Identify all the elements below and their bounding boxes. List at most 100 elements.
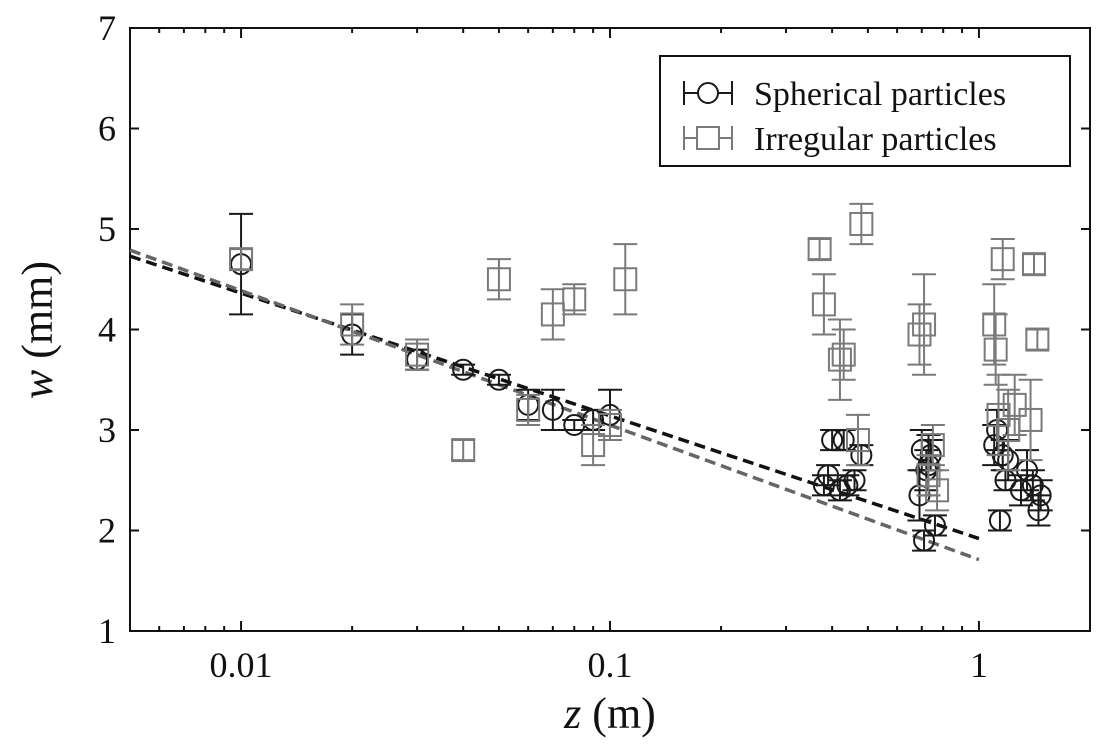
data-point	[598, 408, 622, 442]
y-tick-label-0: 1	[98, 611, 116, 651]
circle-marker	[832, 429, 855, 452]
data-point	[1028, 479, 1053, 512]
square-marker	[1018, 407, 1043, 432]
data-point	[912, 529, 937, 552]
fit-line-1	[129, 248, 980, 562]
data-point	[912, 273, 937, 376]
circle-marker	[843, 469, 866, 492]
y-tick-label-1: 2	[98, 511, 116, 551]
y-axis-label: w (mm)	[13, 261, 62, 399]
data-point	[1021, 252, 1046, 277]
data-point	[516, 393, 541, 426]
data-point	[920, 423, 945, 467]
legend: Spherical particles Irregular particles	[659, 55, 1071, 167]
legend-square-icon	[696, 126, 720, 150]
data-point	[849, 202, 874, 246]
y-tick-label-3: 4	[98, 310, 116, 350]
data-point	[987, 509, 1012, 532]
square-marker	[925, 478, 950, 503]
circle-marker	[452, 358, 475, 381]
x-tick-label-0: 0.01	[210, 645, 273, 685]
fit-line-0	[129, 254, 980, 541]
square-marker	[983, 337, 1008, 362]
square-marker	[831, 342, 856, 367]
y-tick-label-6: 7	[98, 8, 116, 48]
circle-marker	[923, 514, 946, 537]
legend-label-irregular: Irregular particles	[754, 121, 997, 158]
data-point	[983, 313, 1008, 386]
data-point	[807, 237, 832, 262]
x-axis-variable: z	[563, 689, 581, 738]
data-point	[562, 283, 587, 316]
square-marker	[920, 433, 945, 458]
square-marker	[340, 312, 365, 337]
data-point	[451, 358, 476, 381]
x-tick-label-1: 0.1	[588, 645, 633, 685]
square-marker	[562, 287, 587, 312]
square-marker	[807, 237, 832, 262]
series-square	[229, 202, 1050, 512]
y-axis-variable: w	[13, 369, 62, 399]
series-circle	[229, 212, 1053, 552]
data-point	[811, 273, 836, 336]
square-marker	[451, 438, 476, 463]
circle-marker	[1029, 484, 1052, 507]
y-tick-label-4: 5	[98, 209, 116, 249]
y-tick-label-2: 3	[98, 410, 116, 450]
data-point	[827, 318, 852, 401]
data-point	[1018, 378, 1043, 462]
data-point	[845, 413, 870, 467]
square-marker	[845, 428, 870, 453]
data-point	[842, 469, 867, 492]
square-marker	[486, 267, 511, 292]
data-point	[405, 338, 430, 371]
square-marker	[598, 412, 622, 437]
ticks-layer: 1 2 3 4 5 6 7 0.01 0.1 1	[98, 8, 1091, 685]
square-marker	[229, 247, 254, 272]
data-point	[581, 423, 606, 467]
legend-circle-icon	[697, 82, 719, 104]
data-point	[229, 247, 254, 272]
y-tick-label-5: 6	[98, 109, 116, 149]
square-marker	[613, 267, 638, 292]
square-marker	[827, 347, 852, 372]
data-point	[990, 238, 1015, 281]
data-point	[540, 388, 565, 431]
x-axis-unit: (m)	[581, 689, 656, 738]
square-marker	[990, 247, 1015, 272]
data-point	[340, 303, 365, 346]
square-marker	[1025, 327, 1050, 352]
square-marker	[405, 342, 430, 367]
data-point	[831, 328, 856, 381]
circle-marker	[541, 398, 564, 421]
fit-lines	[129, 248, 980, 562]
y-axis-unit: (mm)	[13, 261, 62, 370]
data-point	[1025, 327, 1050, 352]
square-marker	[581, 433, 606, 458]
data-point	[451, 438, 476, 463]
data-point	[922, 514, 947, 537]
data-point	[1002, 373, 1027, 437]
x-tick-label-2: 1	[970, 645, 988, 685]
data-point	[486, 258, 511, 301]
legend-box	[659, 55, 1071, 167]
circle-marker	[913, 529, 936, 552]
square-marker	[912, 312, 937, 337]
square-marker	[849, 211, 874, 236]
legend-label-spherical: Spherical particles	[754, 76, 1006, 113]
series-layer	[229, 202, 1053, 552]
data-point	[925, 469, 950, 512]
data-point	[613, 243, 638, 316]
circle-marker	[487, 368, 510, 391]
x-axis-label: z (m)	[563, 689, 656, 738]
square-marker	[516, 397, 541, 422]
legend-marker-spherical	[683, 81, 733, 105]
circle-marker	[836, 474, 859, 497]
square-marker	[811, 292, 836, 317]
legend-marker-irregular	[683, 126, 733, 150]
square-marker	[1002, 392, 1027, 417]
data-point	[486, 368, 511, 391]
square-marker	[1021, 252, 1046, 277]
circle-marker	[988, 509, 1011, 532]
